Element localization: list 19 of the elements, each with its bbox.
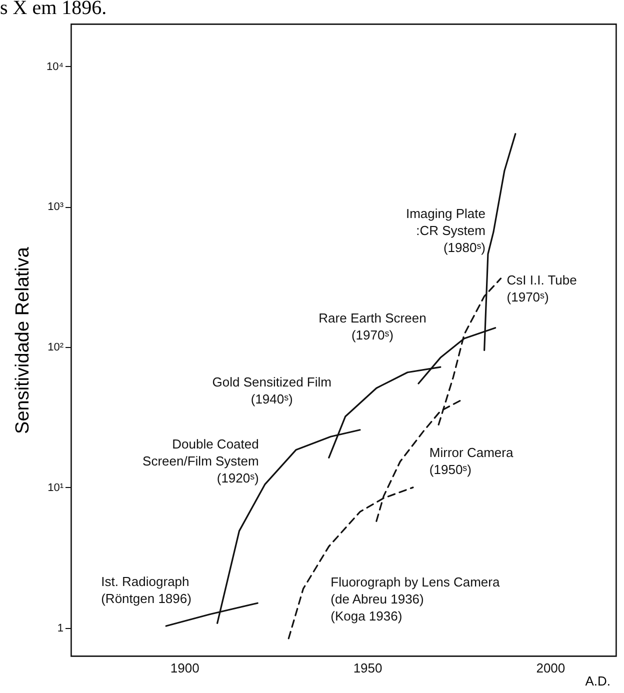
series-label: Double Coated Screen/Film System (1920ˢ)	[142, 436, 259, 486]
series-label: Fluorograph by Lens Camera (de Abreu 1936) (Koga 1936)	[330, 574, 500, 624]
y-tick-label: 10¹	[48, 482, 64, 494]
series-label: Mirror Camera (1950ˢ)	[429, 445, 514, 478]
y-tick-label: 10³	[48, 201, 64, 214]
series-label: Gold Sensitized Film (1940ˢ)	[212, 374, 332, 407]
text: s X em 1896.	[0, 0, 107, 19]
series-label: Imaging Plate :CR System (1980ˢ)	[406, 206, 486, 255]
x-tick-label: 1950	[353, 660, 382, 676]
x-axis-title: A.D.	[585, 674, 610, 688]
series-label: CsI I.I. Tube (1970ˢ)	[506, 272, 577, 304]
x-tick-label: 2000	[536, 660, 566, 676]
y-tick-label: 10²	[48, 342, 64, 354]
y-tick-label: 10⁴	[46, 60, 64, 73]
series-label: Rare Earth Screen (1970ˢ)	[318, 310, 426, 342]
y-axis-title: Sensitividade Relativa	[12, 246, 34, 434]
y-tick-label: 1	[57, 622, 64, 634]
x-tick-label: 1900	[170, 660, 200, 676]
series-label: Ist. Radiograph (Röntgen 1896)	[101, 574, 192, 606]
